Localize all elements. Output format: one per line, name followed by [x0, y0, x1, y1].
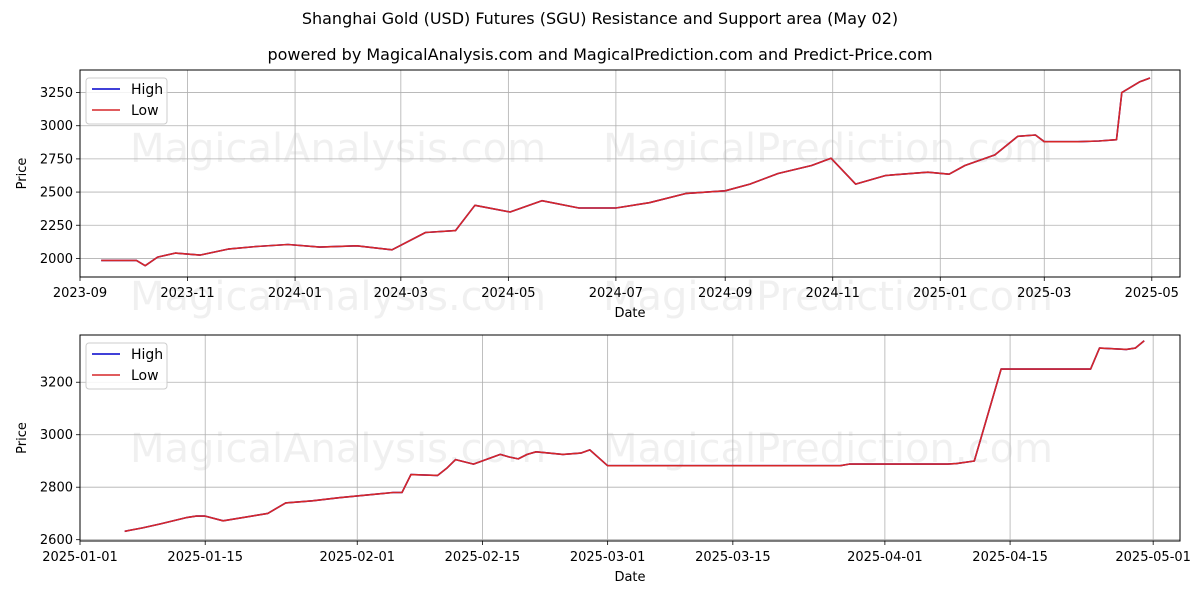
y-tick-label: 2250: [40, 219, 73, 234]
x-tick-label: 2025-03-15: [695, 550, 771, 565]
y-tick-label: 3000: [40, 119, 73, 134]
y-tick-label: 2000: [40, 252, 73, 267]
chart-subtitle: powered by MagicalAnalysis.com and Magic…: [267, 45, 933, 64]
chart-1: MagicalAnalysis.com MagicalPrediction.com…: [15, 69, 1181, 321]
legend-label-high: High: [131, 82, 163, 98]
legend-label-high: High: [131, 347, 163, 363]
chart-title: Shanghai Gold (USD) Futures (SGU) Resist…: [301, 9, 899, 28]
x-tick-label: 2024-05: [481, 286, 535, 301]
y-tick-label: 2800: [40, 481, 73, 496]
y-tick-label: 2600: [40, 533, 73, 548]
x-tick-label: 2024-11: [806, 286, 860, 301]
series-line-low: [124, 340, 1145, 533]
x-tick-label: 2025-04-15: [972, 550, 1048, 565]
x-tick-label: 2025-03: [1017, 286, 1071, 301]
x-tick-label: 2024-09: [698, 286, 752, 301]
legend-label-low: Low: [131, 103, 159, 119]
y-tick-label: 2500: [40, 186, 73, 201]
x-axis-label: Date: [614, 570, 645, 585]
y-axis-label: Price: [15, 158, 30, 190]
x-tick-label: 2023-11: [160, 286, 214, 301]
watermark-analysis: MagicalAnalysis.com: [130, 426, 546, 472]
x-tick-label: 2025-05: [1125, 286, 1179, 301]
chart-2: MagicalAnalysis.com MagicalPrediction.com…: [15, 334, 1191, 585]
x-tick-label: 2025-04-01: [847, 550, 923, 565]
x-tick-label: 2025-01: [913, 286, 967, 301]
legend: High Low: [85, 342, 168, 390]
x-tick-label: 2024-01: [268, 286, 322, 301]
x-tick-label: 2025-05-01: [1115, 550, 1191, 565]
legend: High Low: [85, 77, 168, 125]
y-tick-label: 3250: [40, 86, 73, 101]
x-tick-label: 2025-01-15: [167, 550, 243, 565]
y-axis-label: Price: [15, 422, 30, 454]
legend-label-low: Low: [131, 368, 159, 384]
x-tick-label: 2025-01-01: [42, 550, 118, 565]
y-tick-label: 2750: [40, 152, 73, 167]
x-tick-label: 2025-03-01: [570, 550, 646, 565]
series-line-low: [101, 77, 1151, 267]
x-tick-label: 2025-02-15: [445, 550, 521, 565]
x-tick-label: 2024-07: [589, 286, 643, 301]
watermark-prediction: MagicalPrediction.com: [603, 274, 1053, 320]
plot-frame: [79, 334, 1181, 542]
watermark-prediction: MagicalPrediction.com: [603, 126, 1053, 172]
watermark-analysis: MagicalAnalysis.com: [130, 274, 546, 320]
x-tick-label: 2023-09: [53, 286, 107, 301]
plot-frame: [79, 69, 1181, 278]
watermark-analysis: MagicalAnalysis.com: [130, 126, 546, 172]
y-tick-label: 3000: [40, 428, 73, 443]
x-tick-label: 2025-02-01: [319, 550, 395, 565]
x-tick-label: 2024-03: [374, 286, 428, 301]
x-axis-label: Date: [614, 306, 645, 321]
y-tick-label: 3200: [40, 376, 73, 391]
